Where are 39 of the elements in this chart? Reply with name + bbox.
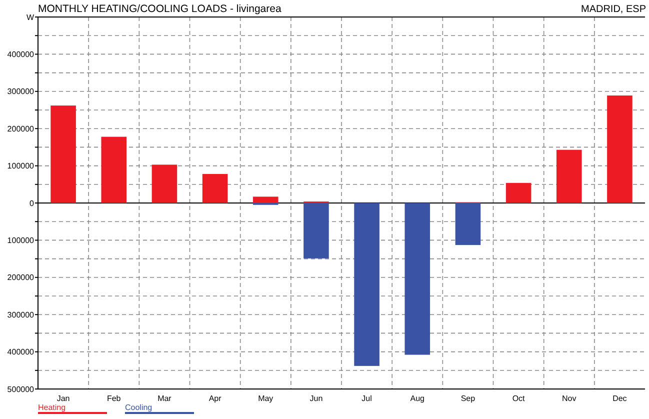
text: Cooling [125, 403, 152, 412]
text: Heating [38, 403, 66, 412]
y-tick-label: 300000 [7, 87, 35, 96]
bar [101, 136, 127, 203]
bar [404, 203, 430, 355]
x-tick-label: Oct [512, 394, 526, 403]
bar [252, 196, 278, 203]
y-tick-label: 500000 [7, 384, 35, 394]
y-tick-label: 100000 [7, 236, 35, 245]
bar [354, 203, 380, 366]
x-tick-label: May [258, 394, 274, 403]
bar [304, 203, 329, 258]
x-tick-label: Sep [460, 394, 476, 403]
bar [50, 106, 76, 203]
y-tick-label: 200000 [7, 124, 35, 134]
y-tick-label: 400000 [7, 348, 35, 357]
x-tick-label: Jul [362, 394, 372, 403]
x-tick-label: Feb [106, 394, 122, 403]
x-tick-label: Apr [208, 394, 222, 403]
y-tick-label: 100000 [7, 162, 35, 171]
y-tick-label: 200000 [7, 273, 35, 282]
bar [152, 164, 178, 203]
y-tick-label: 400000 [7, 50, 35, 59]
bar [556, 150, 582, 203]
bar [506, 182, 532, 203]
x-tick-label: Jan [56, 394, 70, 403]
x-tick-label: Jun [310, 394, 323, 403]
y-tick-label: 300000 [7, 310, 35, 320]
chart-title: MONTHLY HEATING/COOLING LOADS - livingarea [38, 3, 282, 15]
bar [607, 95, 632, 203]
y-tick-label: 0 [30, 198, 35, 208]
bar [202, 174, 228, 203]
x-tick-label: Mar [158, 394, 172, 403]
x-tick-label: Dec [612, 394, 627, 403]
bar [455, 203, 481, 246]
text: MADRID, ESP [580, 4, 646, 15]
x-tick-label: Aug [410, 394, 424, 403]
y-axis-title: W [26, 13, 34, 22]
x-tick-label: Nov [562, 394, 576, 403]
